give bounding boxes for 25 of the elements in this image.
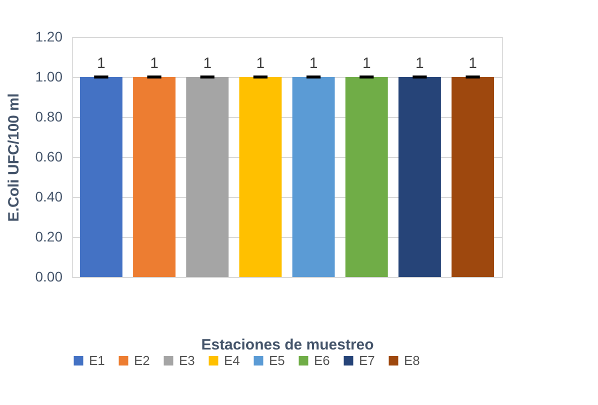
data-label: 1 [97, 55, 106, 72]
data-label: 1 [150, 55, 158, 72]
legend-label: E1 [89, 352, 105, 368]
legend-label: E7 [359, 352, 375, 368]
legend-label: E2 [134, 352, 150, 368]
legend-label: E6 [314, 352, 330, 368]
data-label: 1 [468, 55, 477, 72]
y-tick-label: 1.00 [35, 68, 63, 84]
legend-label: E8 [404, 352, 420, 368]
data-label: 1 [362, 55, 371, 72]
data-label: 1 [256, 55, 265, 72]
legend-label: E5 [269, 352, 285, 368]
legend-label: E3 [179, 352, 195, 368]
y-axis-title: E.Coli UFC/100 ml [5, 93, 22, 222]
data-label: 1 [309, 55, 318, 72]
legend-label: E4 [224, 352, 240, 368]
data-label: 1 [203, 55, 212, 72]
data-label: 1 [416, 55, 424, 72]
y-tick-label: 1.20 [35, 28, 63, 44]
y-tick-label: 0.60 [35, 148, 63, 164]
y-tick-label: 0.20 [35, 228, 63, 244]
x-axis-title: Estaciones de muestreo [201, 336, 374, 354]
y-tick-label: 0.80 [35, 108, 63, 124]
y-tick-label: 0.40 [35, 188, 63, 204]
y-tick-label: 0.00 [35, 268, 63, 284]
